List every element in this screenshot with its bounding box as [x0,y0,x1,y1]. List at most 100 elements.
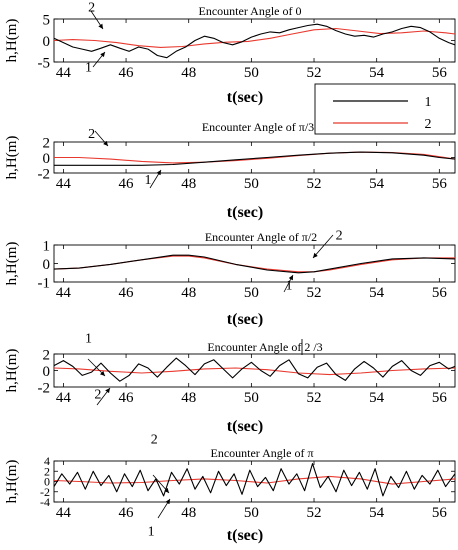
panel-5-annotation-arrow [157,498,171,519]
panel-1-annotation-arrow [92,51,106,68]
panel-5-x-tick-label: 48 [181,505,196,521]
panel-5-series-line-1 [54,463,455,497]
panel-1-x-tick-label: 48 [181,65,196,81]
panel-2-annotation-arrow [94,130,109,147]
panel-4-x-tick-label: 50 [244,390,259,406]
panel-4-annotation-label: 2 [94,388,101,403]
panel-3-x-axis-label: t(sec) [227,311,263,328]
panel-1-x-tick-label: 44 [56,65,72,81]
panel-2-series-line-2 [54,151,455,164]
panel-3-y-tick-label: 1 [43,238,51,254]
panel-1-y-tick-label: -5 [38,55,51,71]
panel-3-x-tick-label: 54 [369,285,385,301]
panel-2-y-axis-label: h,H(m) [4,136,20,180]
panel-4-x-tick-label: 52 [307,390,322,406]
panel-4-x-tick-label: 48 [181,390,196,406]
panel-1-series-line-2 [54,27,455,48]
panel-1-y-tick-label: 5 [43,12,51,28]
panel-2-y-tick-label: 2 [43,135,51,151]
panel-1-annotation-label: 1 [85,60,92,75]
panel-4-annotation-arrow [96,387,111,406]
panel-4-x-axis-label: t(sec) [227,418,263,435]
panel-5-x-tick-label: 54 [369,505,385,521]
panel-4-y-axis-label: h,H(m) [4,349,20,393]
panel-3-annotation-label: 2 [336,228,343,243]
panel-2-annotation-arrow [149,169,162,189]
panel-1-y-tick-label: 0 [43,34,51,50]
panel-3-x-tick-label: 56 [432,285,448,301]
panel-3-annotation-arrow [283,274,294,293]
panel-2-y-tick-label: -2 [38,166,51,182]
panel-5-y-axis-label: h,H(m) [4,460,20,504]
panel-4-chart-title: Encounter Angle of 2 /3 [207,340,322,354]
panel-4-x-tick-label: 54 [369,390,385,406]
panel-2-x-tick-label: 44 [56,176,72,192]
panel-1-x-tick-label: 52 [307,65,322,81]
panel-4-x-tick-label: 46 [119,390,135,406]
panel-1-x-tick-label: 50 [244,65,259,81]
legend-label-2: 2 [425,117,432,132]
panel-5-y-tick-label: 0 [44,475,50,489]
panel-5-y-tick-label: 4 [44,454,50,468]
panel-5-annotation-label: 1 [148,524,155,539]
panel-3-series-line-1 [54,254,455,274]
panel-4-y-tick-label: 2 [43,347,51,363]
panel-3-annotation-label: 1 [285,278,292,293]
panel-2-y-tick-label: 0 [43,151,51,167]
panel-4-annotation-arrow [87,358,106,377]
panel-2-plot-frame [53,141,456,174]
panel-3-y-tick-label: -1 [38,275,51,291]
panel-2-x-tick-label: 56 [432,176,448,192]
panel-1-x-axis-label: t(sec) [227,89,263,106]
panel-1-annotation-arrow [90,10,104,30]
panel-1-x-tick-label: 54 [369,65,385,81]
panel-3-x-tick-label: 50 [244,285,259,301]
panel-5-x-tick-label: 44 [56,505,72,521]
panel-5-x-tick-label: 46 [119,505,135,521]
panel-3-x-tick-label: 44 [56,285,72,301]
panel-2-x-tick-label: 54 [369,176,385,192]
panel-5-annotation-arrow [152,474,170,494]
panel-1-annotation-label: 2 [88,0,95,15]
panel-3-x-tick-label: 52 [307,285,322,301]
panel-2-x-axis-label: t(sec) [227,204,263,221]
panel-4-y-tick-label: -2 [38,380,51,396]
panel-5-annotation-label: 2 [151,433,158,448]
panel-4-y-tick-label: 0 [43,364,51,380]
panel-5-x-tick-label: 56 [432,505,448,521]
panel-2-x-tick-label: 50 [244,176,259,192]
panel-2-x-tick-label: 52 [307,176,322,192]
panel-4-annotation-label: 1 [85,331,92,346]
panel-2-x-tick-label: 48 [181,176,196,192]
panel-2-annotation-label: 1 [144,173,151,188]
panel-4-x-tick-label: 44 [56,390,72,406]
panel-1-y-axis-label: h,H(m) [4,19,20,63]
panel-5-chart-title: Encounter Angle of π [210,446,313,460]
panel-1-chart-title: Encounter Angle of 0 [199,4,302,18]
panel-1-x-tick-label: 46 [119,65,135,81]
panel-5-series-line-2 [54,475,455,485]
panel-3-x-tick-label: 46 [119,285,135,301]
panel-5-y-tick-label: 2 [44,464,50,478]
panel-1-series-line-1 [54,23,455,59]
panel-3-x-tick-label: 48 [181,285,196,301]
legend-label-1: 1 [425,95,432,110]
panel-2-x-tick-label: 46 [119,176,135,192]
panel-3-y-tick-label: 0 [43,257,51,273]
legend-box [314,83,456,135]
panel-2-annotation-label: 2 [88,127,95,142]
panel-5-y-tick-label: -2 [40,485,50,499]
panel-5-x-tick-label: 50 [244,505,259,521]
panel-4-series-line-2 [54,367,455,376]
panel-2-chart-title: Encounter Angle of π/3 [202,120,314,134]
panel-5-y-tick-label: -4 [40,495,50,509]
panel-3-annotation-arrow [312,234,334,259]
panel-3-y-axis-label: h,H(m) [4,242,20,286]
panel-5-x-tick-label: 52 [307,505,322,521]
panel-1-x-tick-label: 56 [432,65,448,81]
panel-4-series-line-1 [54,357,455,382]
panel-5-x-axis-label: t(sec) [227,527,263,544]
panel-3-chart-title: Encounter Angle of π/2 [205,230,317,244]
panel-4-x-tick-label: 56 [432,390,448,406]
